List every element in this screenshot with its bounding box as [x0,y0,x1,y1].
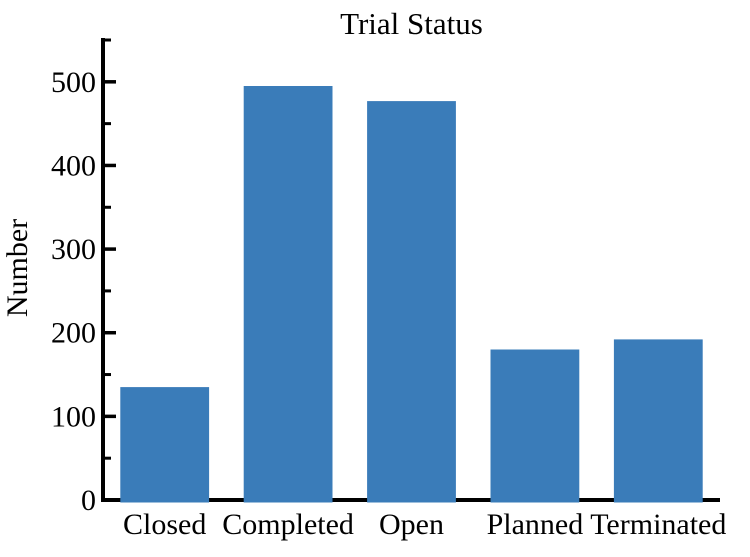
x-tick-label-terminated: Terminated [590,508,726,541]
chart-title: Trial Status [340,6,483,41]
bar-closed [120,387,210,503]
x-tick-label-planned: Planned [487,508,584,541]
bar-open [367,101,456,503]
bar-planned [490,349,580,503]
y-tick-label: 0 [81,484,96,517]
x-tick-label-completed: Completed [222,508,354,541]
y-tick-label: 500 [51,66,96,99]
y-axis-label: Number [1,219,34,317]
x-tick-label-closed: Closed [123,508,206,541]
x-tick-label-open: Open [379,508,444,541]
y-tick-label: 300 [51,233,96,266]
y-tick-label: 200 [51,317,96,350]
y-tick-label: 400 [51,149,96,182]
bar-terminated [613,339,703,503]
y-tick-label: 100 [51,400,96,433]
bar-completed [243,86,333,503]
